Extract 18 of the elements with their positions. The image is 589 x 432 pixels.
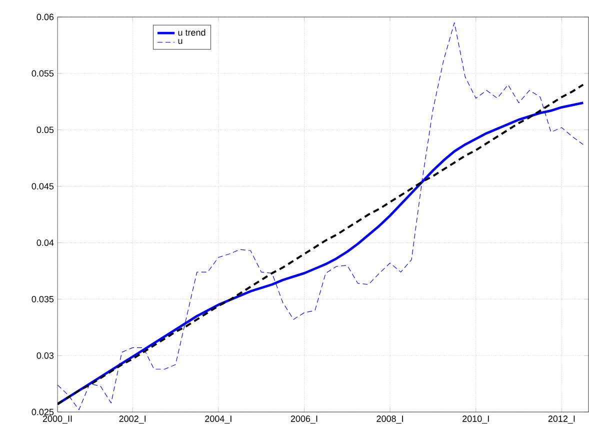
line-series [58, 22, 584, 410]
y-tick-label: 0.045 [32, 183, 54, 190]
x-tick-label: 2006_I [290, 416, 318, 424]
legend-label: u [178, 39, 182, 44]
y-tick-label: 0.06 [36, 14, 54, 20]
x-tick-label: 2010_I [462, 416, 489, 424]
y-tick-label: 0.025 [32, 408, 54, 416]
y-tick-label: 0.04 [36, 240, 54, 246]
x-tick-label: 2004_I [205, 416, 232, 424]
x-tick-label: 2002_I [119, 416, 146, 424]
legend-label: u trend [178, 29, 206, 36]
x-tick-label: 2000_II [42, 416, 72, 424]
x-tick-label: 2008_I [376, 416, 403, 424]
y-tick-label: 0.05 [36, 126, 54, 134]
y-tick-label: 0.035 [32, 296, 54, 302]
y-tick-label: 0.03 [36, 352, 54, 359]
y-tick-label: 0.055 [32, 70, 54, 77]
x-tick-label: 2012_I [548, 416, 575, 424]
